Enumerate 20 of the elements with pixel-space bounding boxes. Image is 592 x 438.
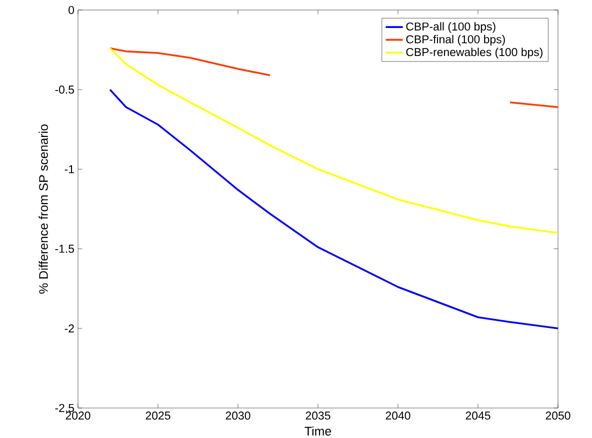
x-tick-label: 2050 (546, 412, 570, 420)
y-tick-label: -1 (64, 165, 74, 174)
y-tick-label: -0.5 (55, 86, 74, 94)
y-axis-title: % Difference from SP scenario (38, 124, 48, 294)
legend-label: CBP-final (100 bps) (406, 34, 505, 46)
y-tick-label: -2.5 (55, 404, 74, 412)
line-series (109, 47, 558, 234)
x-tick-label: 2020 (66, 412, 90, 420)
y-tick-label: 0 (68, 6, 74, 14)
x-tick-label: 2045 (466, 412, 490, 420)
x-tick-label: 2025 (146, 412, 170, 420)
legend-label: CBP-all (100 bps) (406, 22, 496, 33)
y-tick-label: -2 (64, 324, 74, 332)
y-tick-label: -1.5 (55, 244, 74, 253)
x-tick-label: 2040 (386, 412, 410, 420)
x-axis-title: Time (304, 426, 332, 436)
line-series (109, 88, 558, 330)
x-tick-label: 2035 (306, 412, 330, 420)
legend-label: CBP-renewables (100 bps) (406, 48, 542, 58)
x-tick-label: 2030 (226, 412, 250, 420)
